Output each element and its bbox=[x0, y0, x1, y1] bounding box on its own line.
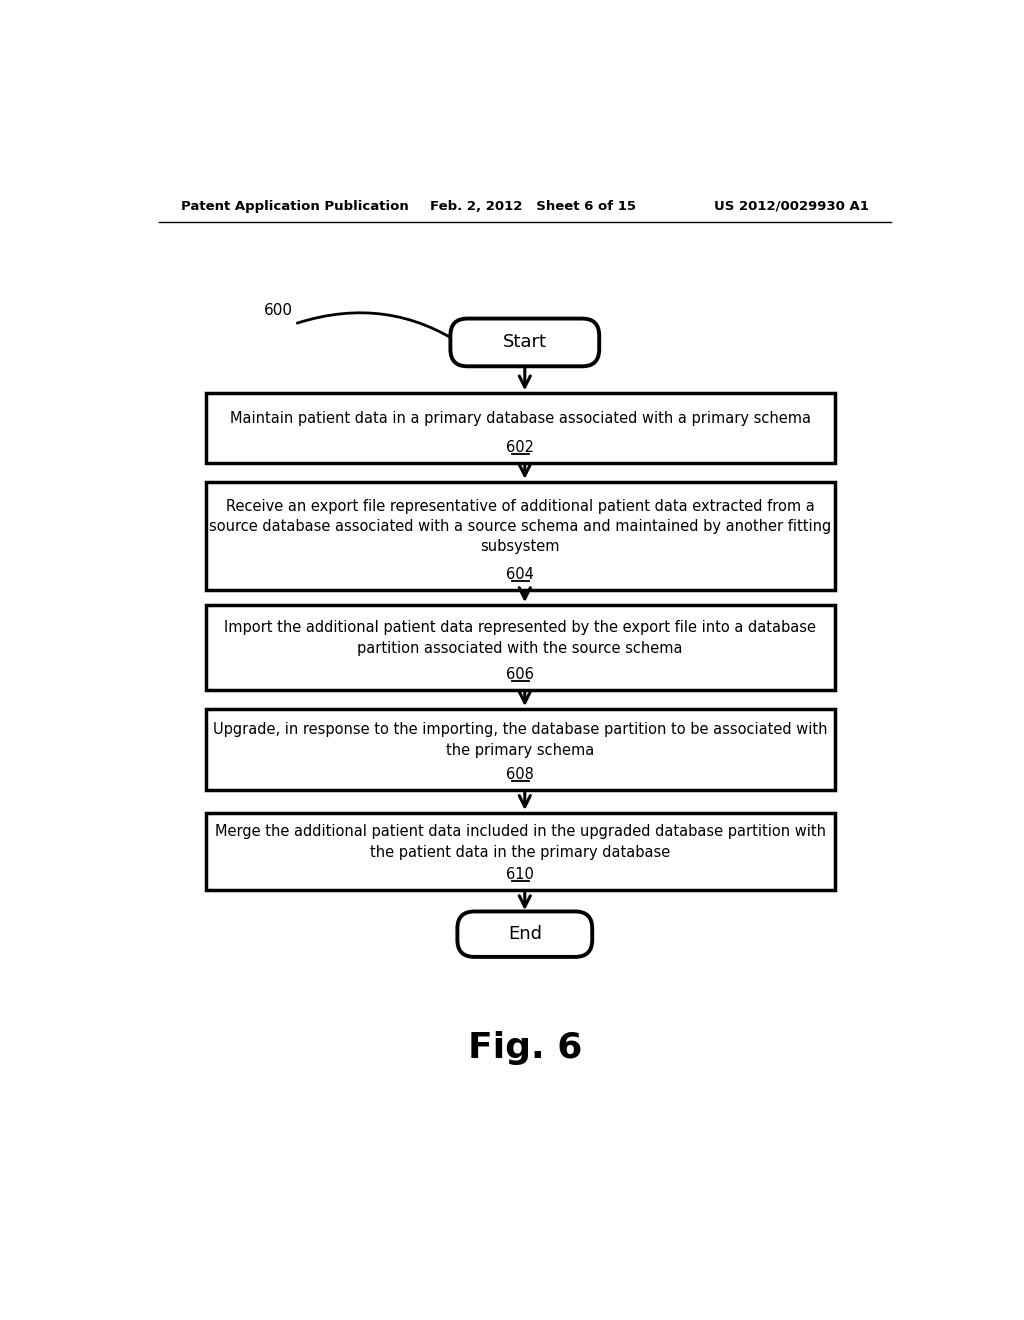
Text: Upgrade, in response to the importing, the database partition to be associated w: Upgrade, in response to the importing, t… bbox=[213, 722, 827, 758]
Bar bbox=[206, 813, 835, 890]
Text: US 2012/0029930 A1: US 2012/0029930 A1 bbox=[714, 199, 869, 213]
Text: 604: 604 bbox=[506, 566, 535, 582]
Text: 608: 608 bbox=[506, 767, 535, 781]
Bar bbox=[206, 709, 835, 789]
Text: Maintain patient data in a primary database associated with a primary schema: Maintain patient data in a primary datab… bbox=[229, 411, 811, 426]
Bar bbox=[206, 605, 835, 689]
Bar bbox=[206, 393, 835, 462]
Text: Import the additional patient data represented by the export file into a databas: Import the additional patient data repre… bbox=[224, 620, 816, 656]
Text: Patent Application Publication: Patent Application Publication bbox=[180, 199, 409, 213]
Text: 602: 602 bbox=[506, 440, 535, 454]
Text: 610: 610 bbox=[506, 867, 535, 882]
Text: 600: 600 bbox=[263, 304, 293, 318]
Bar bbox=[206, 482, 835, 590]
Text: Start: Start bbox=[503, 334, 547, 351]
Text: End: End bbox=[508, 925, 542, 944]
Text: Fig. 6: Fig. 6 bbox=[468, 1031, 582, 1065]
Text: 606: 606 bbox=[506, 667, 535, 682]
Text: Receive an export file representative of additional patient data extracted from : Receive an export file representative of… bbox=[209, 499, 831, 554]
Text: Feb. 2, 2012   Sheet 6 of 15: Feb. 2, 2012 Sheet 6 of 15 bbox=[430, 199, 636, 213]
Text: Merge the additional patient data included in the upgraded database partition wi: Merge the additional patient data includ… bbox=[215, 825, 825, 859]
FancyBboxPatch shape bbox=[458, 911, 592, 957]
FancyBboxPatch shape bbox=[451, 318, 599, 367]
